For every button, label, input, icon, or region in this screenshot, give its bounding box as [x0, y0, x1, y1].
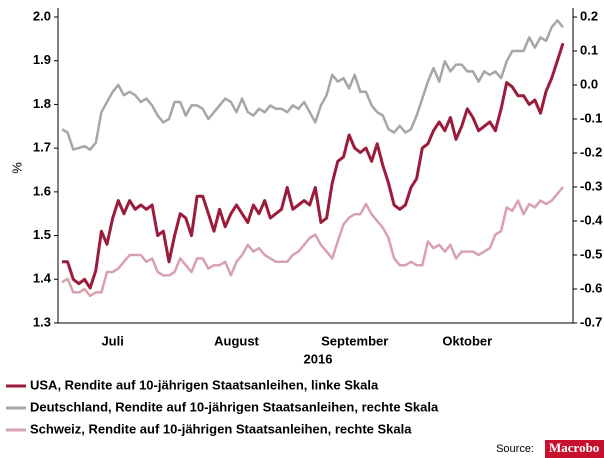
series-line [61, 186, 564, 298]
y-tick-label: 1.4 [33, 271, 52, 286]
x-axis-label: 2016 [304, 351, 333, 366]
y-tick-label: 1.7 [33, 140, 51, 155]
x-tick-label: August [214, 333, 259, 348]
legend-label: Deutschland, Rendite auf 10-jährigen Sta… [30, 399, 439, 414]
y2-tick-label: -0.1 [580, 110, 602, 125]
source-label: Source: [496, 443, 534, 455]
logo: Macrobo [549, 440, 599, 455]
y2-tick-label: -0.7 [580, 314, 602, 329]
y-tick-label: 1.9 [33, 52, 51, 67]
legend-label: USA, Rendite auf 10-jährigen Staatsanlei… [30, 377, 379, 392]
y-tick-label: 2.0 [33, 8, 51, 23]
series-line [61, 19, 564, 151]
logo-box [545, 440, 604, 458]
legend-label: Schweiz, Rendite auf 10-jährigen Staatsa… [30, 421, 412, 436]
y2-tick-label: 0.1 [580, 42, 598, 57]
y-tick-label: 1.5 [33, 227, 51, 242]
y2-tick-label: -0.4 [580, 212, 603, 227]
y2-tick-label: -0.5 [580, 246, 602, 261]
y2-tick-label: -0.2 [580, 144, 602, 159]
x-tick-label: Oktober [442, 333, 492, 348]
y-tick-label: 1.6 [33, 183, 51, 198]
y2-tick-label: 0.0 [580, 76, 598, 91]
x-tick-label: September [321, 333, 388, 348]
y-axis-label: % [9, 162, 24, 174]
y-tick-label: 1.3 [33, 314, 51, 329]
y2-tick-label: 0.2 [580, 8, 598, 23]
y2-tick-label: -0.3 [580, 178, 602, 193]
y2-tick-label: -0.6 [580, 280, 602, 295]
y-tick-label: 1.8 [33, 96, 51, 111]
series-line [62, 42, 565, 290]
x-tick-label: Juli [101, 333, 123, 348]
